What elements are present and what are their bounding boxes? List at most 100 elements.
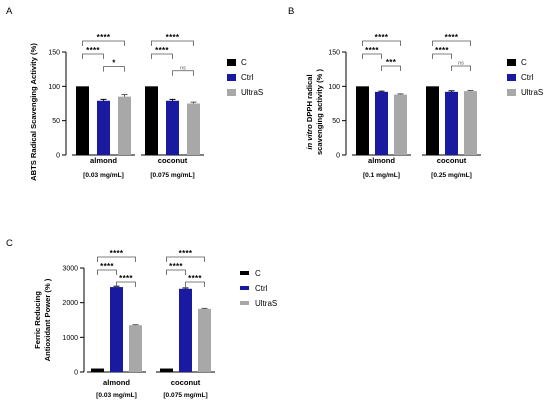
legend-swatch-c bbox=[240, 271, 249, 275]
bar-group bbox=[72, 86, 204, 156]
legend: C Ctrl UltraS bbox=[240, 269, 277, 308]
significance-bracket bbox=[97, 269, 117, 275]
significance-bracket bbox=[381, 65, 401, 71]
significance-bracket bbox=[82, 53, 104, 59]
legend: C Ctrl UltraS bbox=[227, 58, 263, 97]
significance-label: ns bbox=[180, 65, 186, 71]
significance-brackets: *******************ns bbox=[362, 33, 471, 71]
y-axis-ticks: 0 1000 2000 3000 bbox=[62, 266, 85, 377]
category-label: coconut bbox=[437, 156, 467, 165]
y-tick-label: 2000 bbox=[62, 300, 78, 307]
panel-label-c: C bbox=[6, 238, 13, 249]
bar-ctrl-almond bbox=[97, 100, 110, 155]
legend-swatch-ctrl bbox=[240, 286, 249, 290]
significance-bracket bbox=[432, 53, 452, 59]
significance-label: **** bbox=[86, 46, 100, 55]
significance-label: **** bbox=[119, 274, 133, 283]
significance-bracket bbox=[166, 256, 205, 262]
significance-label: **** bbox=[100, 262, 114, 271]
y-tick-label: 50 bbox=[52, 118, 60, 125]
significance-brackets: *****************ns bbox=[82, 33, 194, 76]
significance-bracket bbox=[151, 53, 173, 59]
y-axis-ticks: 0 50 100 150 bbox=[48, 50, 67, 160]
legend-label-c: C bbox=[255, 269, 261, 278]
category-label: almond bbox=[368, 156, 395, 165]
bar-ctrl-almond bbox=[110, 287, 123, 372]
bar-group bbox=[87, 285, 215, 373]
panel-label-b: B bbox=[288, 6, 294, 17]
category-label: coconut bbox=[171, 378, 201, 387]
y-tick-label: 100 bbox=[48, 84, 60, 91]
y-axis-title: ABTS Radical Scavenging Activity (%) bbox=[29, 43, 38, 181]
legend-label-c: C bbox=[521, 58, 527, 67]
bar-ultras-almond bbox=[118, 96, 131, 155]
bar-c-coconut bbox=[145, 86, 158, 155]
bar-ultras-coconut bbox=[198, 308, 211, 372]
significance-label: **** bbox=[445, 33, 459, 42]
legend-swatch-ultras bbox=[240, 301, 249, 305]
y-tick-label: 3000 bbox=[62, 266, 78, 273]
significance-label: **** bbox=[155, 46, 169, 55]
legend-swatch-ultras bbox=[227, 89, 236, 96]
legend-swatch-c bbox=[507, 59, 516, 66]
category-sublabel: [0.075 mg/mL] bbox=[150, 172, 194, 179]
significance-bracket bbox=[362, 53, 382, 59]
legend-swatch-ctrl bbox=[507, 74, 516, 81]
panel-b: B in vitro DPPH radical scavenging activ… bbox=[288, 6, 543, 179]
bar-group bbox=[352, 86, 481, 156]
significance-bracket bbox=[451, 65, 471, 71]
legend-label-ctrl: Ctrl bbox=[241, 73, 254, 82]
significance-label: **** bbox=[435, 46, 449, 55]
legend-label-ctrl: Ctrl bbox=[255, 284, 268, 293]
legend-label-ultras: UltraS bbox=[255, 299, 277, 308]
legend-label-ultras: UltraS bbox=[521, 88, 543, 97]
significance-bracket bbox=[97, 256, 136, 262]
bar-c-almond bbox=[91, 368, 104, 372]
bar-c-coconut bbox=[426, 86, 439, 155]
y-axis-ticks: 0 50 100 150 bbox=[328, 50, 347, 160]
y-tick-label: 150 bbox=[328, 50, 340, 57]
category-label: coconut bbox=[158, 156, 188, 165]
significance-bracket bbox=[82, 40, 125, 46]
panel-c: C Ferric Reducing Antioxidant Power (% )… bbox=[6, 238, 277, 399]
category-sublabel: [0.03 mg/mL] bbox=[96, 392, 137, 399]
legend-label-ctrl: Ctrl bbox=[521, 73, 534, 82]
bar-c-coconut bbox=[160, 368, 173, 372]
legend-swatch-ultras bbox=[507, 89, 516, 96]
legend: C Ctrl UltraS bbox=[507, 58, 543, 97]
significance-label: **** bbox=[110, 249, 124, 258]
y-tick-label: 150 bbox=[48, 50, 60, 57]
legend-swatch-c bbox=[227, 59, 236, 66]
y-tick-label: 0 bbox=[56, 153, 60, 160]
y-tick-label: 50 bbox=[332, 118, 340, 125]
significance-bracket bbox=[185, 281, 205, 287]
significance-label: **** bbox=[188, 274, 202, 283]
category-sublabel: [0.075 mg/mL] bbox=[163, 392, 207, 399]
significance-bracket bbox=[172, 70, 194, 76]
bar-ctrl-almond bbox=[375, 91, 388, 155]
bar-ctrl-coconut bbox=[179, 288, 192, 372]
panel-label-a: A bbox=[6, 6, 13, 17]
significance-label: **** bbox=[365, 46, 379, 55]
category-label: almond bbox=[90, 156, 117, 165]
bar-ctrl-coconut bbox=[445, 91, 458, 155]
category-label: almond bbox=[103, 378, 130, 387]
significance-label: **** bbox=[179, 249, 193, 258]
y-tick-label: 0 bbox=[74, 370, 78, 377]
bar-ctrl-coconut bbox=[166, 100, 179, 155]
significance-label: **** bbox=[166, 33, 180, 42]
significance-bracket bbox=[151, 40, 194, 46]
significance-label: **** bbox=[375, 33, 389, 42]
bar-ultras-almond bbox=[129, 325, 142, 372]
y-axis-title-line-2: scavenging activity (% ) bbox=[315, 68, 324, 155]
significance-bracket bbox=[432, 40, 471, 46]
category-sublabel: [0.03 mg/mL] bbox=[83, 172, 124, 179]
category-sublabel: [0.25 mg/mL] bbox=[431, 172, 472, 179]
significance-label: * bbox=[112, 59, 116, 68]
significance-bracket bbox=[362, 40, 401, 46]
y-tick-label: 0 bbox=[336, 153, 340, 160]
panel-a: A ABTS Radical Scavenging Activity (%) 0… bbox=[6, 6, 263, 181]
y-axis-title-line-2: Antioxidant Power (% ) bbox=[43, 278, 52, 361]
legend-label-ultras: UltraS bbox=[241, 88, 263, 97]
